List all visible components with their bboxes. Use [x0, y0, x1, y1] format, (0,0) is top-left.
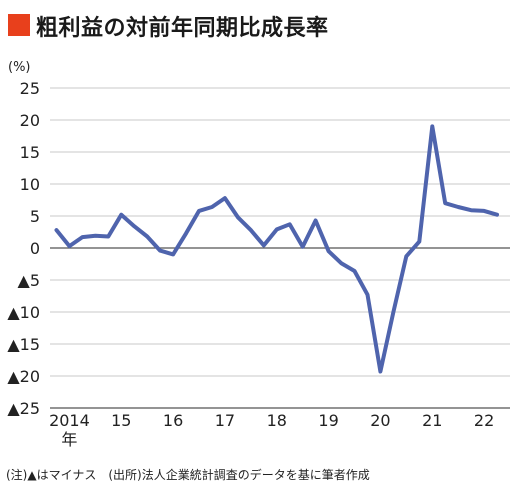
x-tick-label: 22	[474, 411, 494, 430]
data-point	[262, 243, 266, 248]
data-point	[93, 234, 97, 238]
data-point	[54, 228, 59, 232]
data-point	[378, 369, 383, 374]
data-point	[314, 218, 318, 223]
x-tick-sublabel: 年	[61, 430, 77, 449]
x-tick-label: 18	[267, 411, 287, 430]
data-point	[275, 227, 279, 232]
y-tick-label: 10	[20, 175, 40, 194]
y-tick-label: ▲15	[7, 335, 40, 354]
data-point	[106, 234, 110, 239]
y-tick-label: 0	[30, 239, 40, 258]
data-point	[223, 196, 227, 200]
x-tick-label: 19	[318, 411, 338, 430]
data-point	[404, 254, 408, 258]
data-point	[288, 222, 292, 226]
x-tick-label: 20	[370, 411, 390, 430]
data-point	[171, 252, 175, 256]
data-point	[145, 234, 149, 239]
data-point	[158, 248, 162, 253]
data-point	[132, 224, 136, 228]
x-tick-label: 2014	[49, 411, 90, 430]
grid-lines	[50, 87, 510, 409]
data-point	[210, 205, 214, 209]
y-tick-label: ▲5	[18, 271, 40, 290]
y-tick-label: ▲25	[7, 399, 40, 418]
x-tick-label: 21	[422, 411, 442, 430]
data-point	[339, 261, 344, 265]
x-tick-label: 16	[163, 411, 183, 430]
y-tick-label: 15	[20, 143, 40, 162]
data-point	[67, 244, 72, 248]
y-tick-label: ▲20	[7, 367, 40, 386]
x-tick-label: 17	[215, 411, 235, 430]
data-point	[326, 249, 331, 253]
data-point	[184, 231, 188, 235]
data-point	[197, 209, 201, 213]
data-point	[236, 215, 240, 219]
data-point	[391, 310, 395, 314]
y-tick-label: ▲10	[7, 303, 40, 322]
data-point	[365, 293, 370, 297]
data-point	[352, 269, 357, 273]
y-tick-label: 20	[20, 111, 40, 130]
x-tick-label: 15	[111, 411, 131, 430]
data-point	[80, 235, 84, 239]
y-axis-tick-labels: 25 20 15 10 5 0 ▲5 ▲10 ▲15 ▲20 ▲25	[7, 79, 40, 418]
footnote: (注)▲はマイナス (出所)法人企業統計調査のデータを基に筆者作成	[6, 468, 370, 482]
data-point	[482, 209, 486, 213]
data-point	[495, 213, 499, 217]
series-layer	[54, 124, 499, 374]
y-tick-label: 5	[30, 207, 40, 226]
title-marker	[8, 14, 30, 36]
data-point	[430, 124, 434, 128]
chart-title: 粗利益の対前年同期比成長率	[36, 16, 329, 41]
data-point	[443, 201, 447, 205]
data-point	[249, 228, 253, 232]
data-point	[119, 213, 123, 217]
y-tick-label: 25	[20, 79, 40, 98]
y-axis-unit-label: (%)	[8, 60, 31, 75]
data-point	[469, 208, 473, 212]
data-point	[301, 245, 305, 249]
series-line	[54, 124, 499, 374]
data-point	[417, 240, 421, 244]
data-point	[456, 205, 460, 209]
